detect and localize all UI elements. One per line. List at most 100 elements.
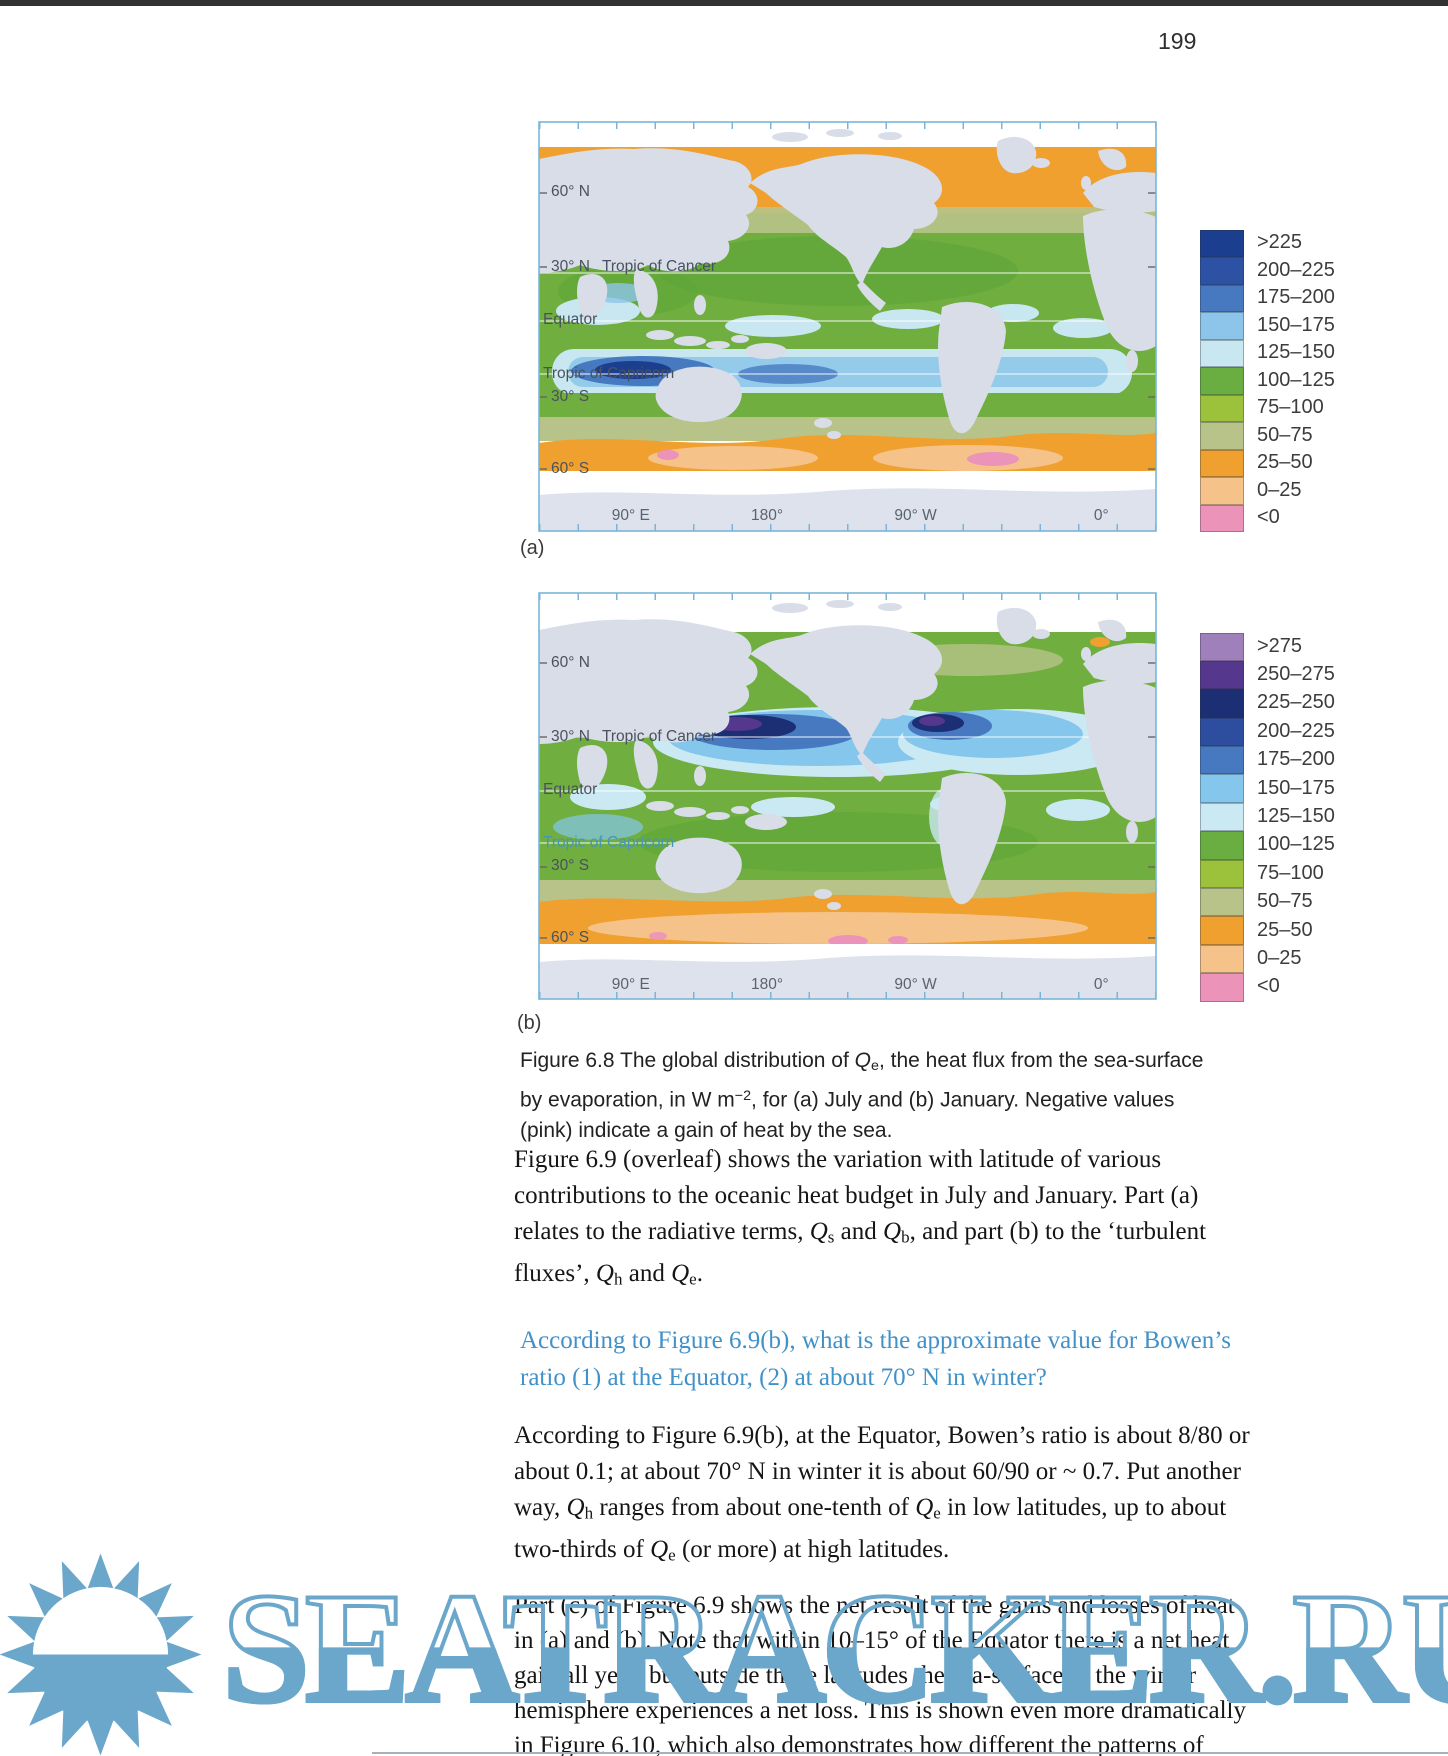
lat-label-tropic-of-capricorn: Tropic of Capricorn	[543, 833, 675, 851]
lon-label-90e: 90° E	[611, 975, 650, 993]
legend-color-swatch	[1200, 916, 1244, 945]
legend-row: 75–100	[1200, 394, 1335, 422]
lon-label-180: 180°	[750, 507, 784, 525]
legend-color-swatch	[1200, 449, 1244, 477]
map-january-evaporation: 60° N 30° N Tropic of Cancer Equator Tro…	[538, 592, 1157, 1000]
legend-row: 200–225	[1200, 717, 1335, 747]
legend-row: 100–125	[1200, 367, 1335, 395]
legend-row: >225	[1200, 229, 1335, 257]
legend-color-swatch	[1200, 229, 1244, 257]
legend-color-swatch	[1200, 973, 1244, 1002]
lat-label-30n: 30° N	[551, 257, 590, 275]
legend-color-swatch	[1200, 312, 1244, 340]
legend-map-b: >275 250–275 225–250 200–225 175–200 150…	[1200, 632, 1335, 1002]
legend-color-swatch	[1200, 859, 1244, 889]
legend-range-label: 150–175	[1257, 313, 1335, 336]
legend-range-label: 100–125	[1257, 833, 1335, 856]
lon-label-0: 0°	[1093, 507, 1109, 525]
lat-label-30s: 30° S	[551, 857, 590, 875]
legend-row: 0–25	[1200, 477, 1335, 505]
legend-row: 100–125	[1200, 831, 1335, 860]
world-map-a-art	[538, 121, 1157, 532]
legend-color-swatch	[1200, 717, 1244, 747]
legend-range-label: 75–100	[1257, 861, 1324, 884]
legend-color-swatch	[1200, 339, 1244, 367]
legend-range-label: <0	[1257, 506, 1280, 529]
legend-color-swatch	[1200, 477, 1244, 505]
legend-color-swatch	[1200, 394, 1244, 422]
legend-color-swatch	[1200, 746, 1244, 775]
legend-range-label: 100–125	[1257, 368, 1335, 391]
legend-row: 200–225	[1200, 257, 1335, 285]
legend-row: 25–50	[1200, 916, 1335, 945]
paragraph-figure-6-9-intro: Figure 6.9 (overleaf) shows the variatio…	[514, 1146, 1207, 1289]
lat-label-60n: 60° N	[551, 183, 590, 201]
scan-top-edge	[0, 0, 1448, 6]
legend-range-label: 50–75	[1257, 423, 1313, 446]
legend-range-label: >275	[1257, 634, 1303, 657]
lon-label-90w: 90° W	[894, 975, 937, 993]
legend-range-label: >225	[1257, 231, 1303, 254]
legend-map-a: >225 200–225 175–200 150–175 125–150 100…	[1200, 229, 1335, 532]
legend-color-swatch	[1200, 660, 1244, 690]
legend-range-label: <0	[1257, 975, 1280, 998]
legend-color-swatch	[1200, 257, 1244, 285]
legend-color-swatch	[1200, 632, 1244, 661]
legend-range-label: 25–50	[1257, 918, 1313, 941]
lat-label-equator: Equator	[543, 311, 598, 329]
legend-row: 125–150	[1200, 802, 1335, 832]
legend-range-label: 125–150	[1257, 341, 1335, 364]
lat-label-equator: Equator	[543, 780, 598, 798]
legend-range-label: 75–100	[1257, 396, 1324, 419]
lon-label-0: 0°	[1093, 975, 1109, 993]
legend-range-label: 175–200	[1257, 748, 1335, 771]
map-july-evaporation: 60° N 30° N Tropic of Cancer Equator Tro…	[538, 121, 1157, 532]
subfigure-label-a: (a)	[520, 537, 545, 559]
body-text-column: Figure 6.9 (overleaf) shows the variatio…	[514, 1142, 1250, 1756]
legend-color-swatch	[1200, 422, 1244, 450]
legend-color-swatch	[1200, 802, 1244, 832]
scan-bottom-edge	[372, 1752, 1448, 1754]
legend-row: 50–75	[1200, 888, 1335, 917]
legend-color-swatch	[1200, 888, 1244, 917]
legend-row: 125–150	[1200, 339, 1335, 367]
legend-row: 50–75	[1200, 422, 1335, 450]
paragraph-part-c: Part (c) of Figure 6.9 shows the net res…	[514, 1591, 1246, 1756]
legend-color-swatch	[1200, 831, 1244, 860]
legend-row: <0	[1200, 504, 1335, 532]
legend-row: 175–200	[1200, 284, 1335, 312]
legend-row: 25–50	[1200, 449, 1335, 477]
answer-paragraph: According to Figure 6.9(b), at the Equat…	[514, 1422, 1250, 1565]
legend-color-swatch	[1200, 774, 1244, 803]
legend-range-label: 25–50	[1257, 451, 1313, 474]
legend-row: >275	[1200, 632, 1335, 661]
lat-label-60s: 60° S	[551, 928, 590, 946]
lat-label-30s: 30° S	[551, 388, 590, 406]
lat-label-tropic-of-capricorn: Tropic of Capricorn	[543, 364, 675, 382]
legend-range-label: 200–225	[1257, 258, 1335, 281]
lat-label-60s: 60° S	[551, 460, 590, 478]
lat-label-tropic-of-cancer: Tropic of Cancer	[602, 727, 716, 745]
legend-range-label: 50–75	[1257, 890, 1313, 913]
legend-row: 150–175	[1200, 774, 1335, 803]
page-number: 199	[1158, 28, 1197, 54]
sun-logo-icon	[0, 1553, 202, 1756]
legend-range-label: 175–200	[1257, 286, 1335, 309]
legend-range-label: 200–225	[1257, 719, 1335, 742]
subfigure-label-b: (b)	[517, 1012, 542, 1034]
legend-row: 150–175	[1200, 312, 1335, 340]
world-map-b-art	[538, 592, 1157, 1000]
lat-label-60n: 60° N	[551, 653, 590, 671]
legend-range-label: 125–150	[1257, 805, 1335, 828]
legend-row: 75–100	[1200, 859, 1335, 889]
lon-label-90w: 90° W	[894, 507, 937, 525]
legend-row: <0	[1200, 973, 1335, 1002]
legend-row: 250–275	[1200, 660, 1335, 690]
legend-range-label: 225–250	[1257, 691, 1335, 714]
legend-range-label: 0–25	[1257, 946, 1302, 969]
legend-range-label: 0–25	[1257, 478, 1302, 501]
legend-range-label: 150–175	[1257, 776, 1335, 799]
legend-color-swatch	[1200, 689, 1244, 718]
lat-label-tropic-of-cancer: Tropic of Cancer	[602, 257, 716, 275]
